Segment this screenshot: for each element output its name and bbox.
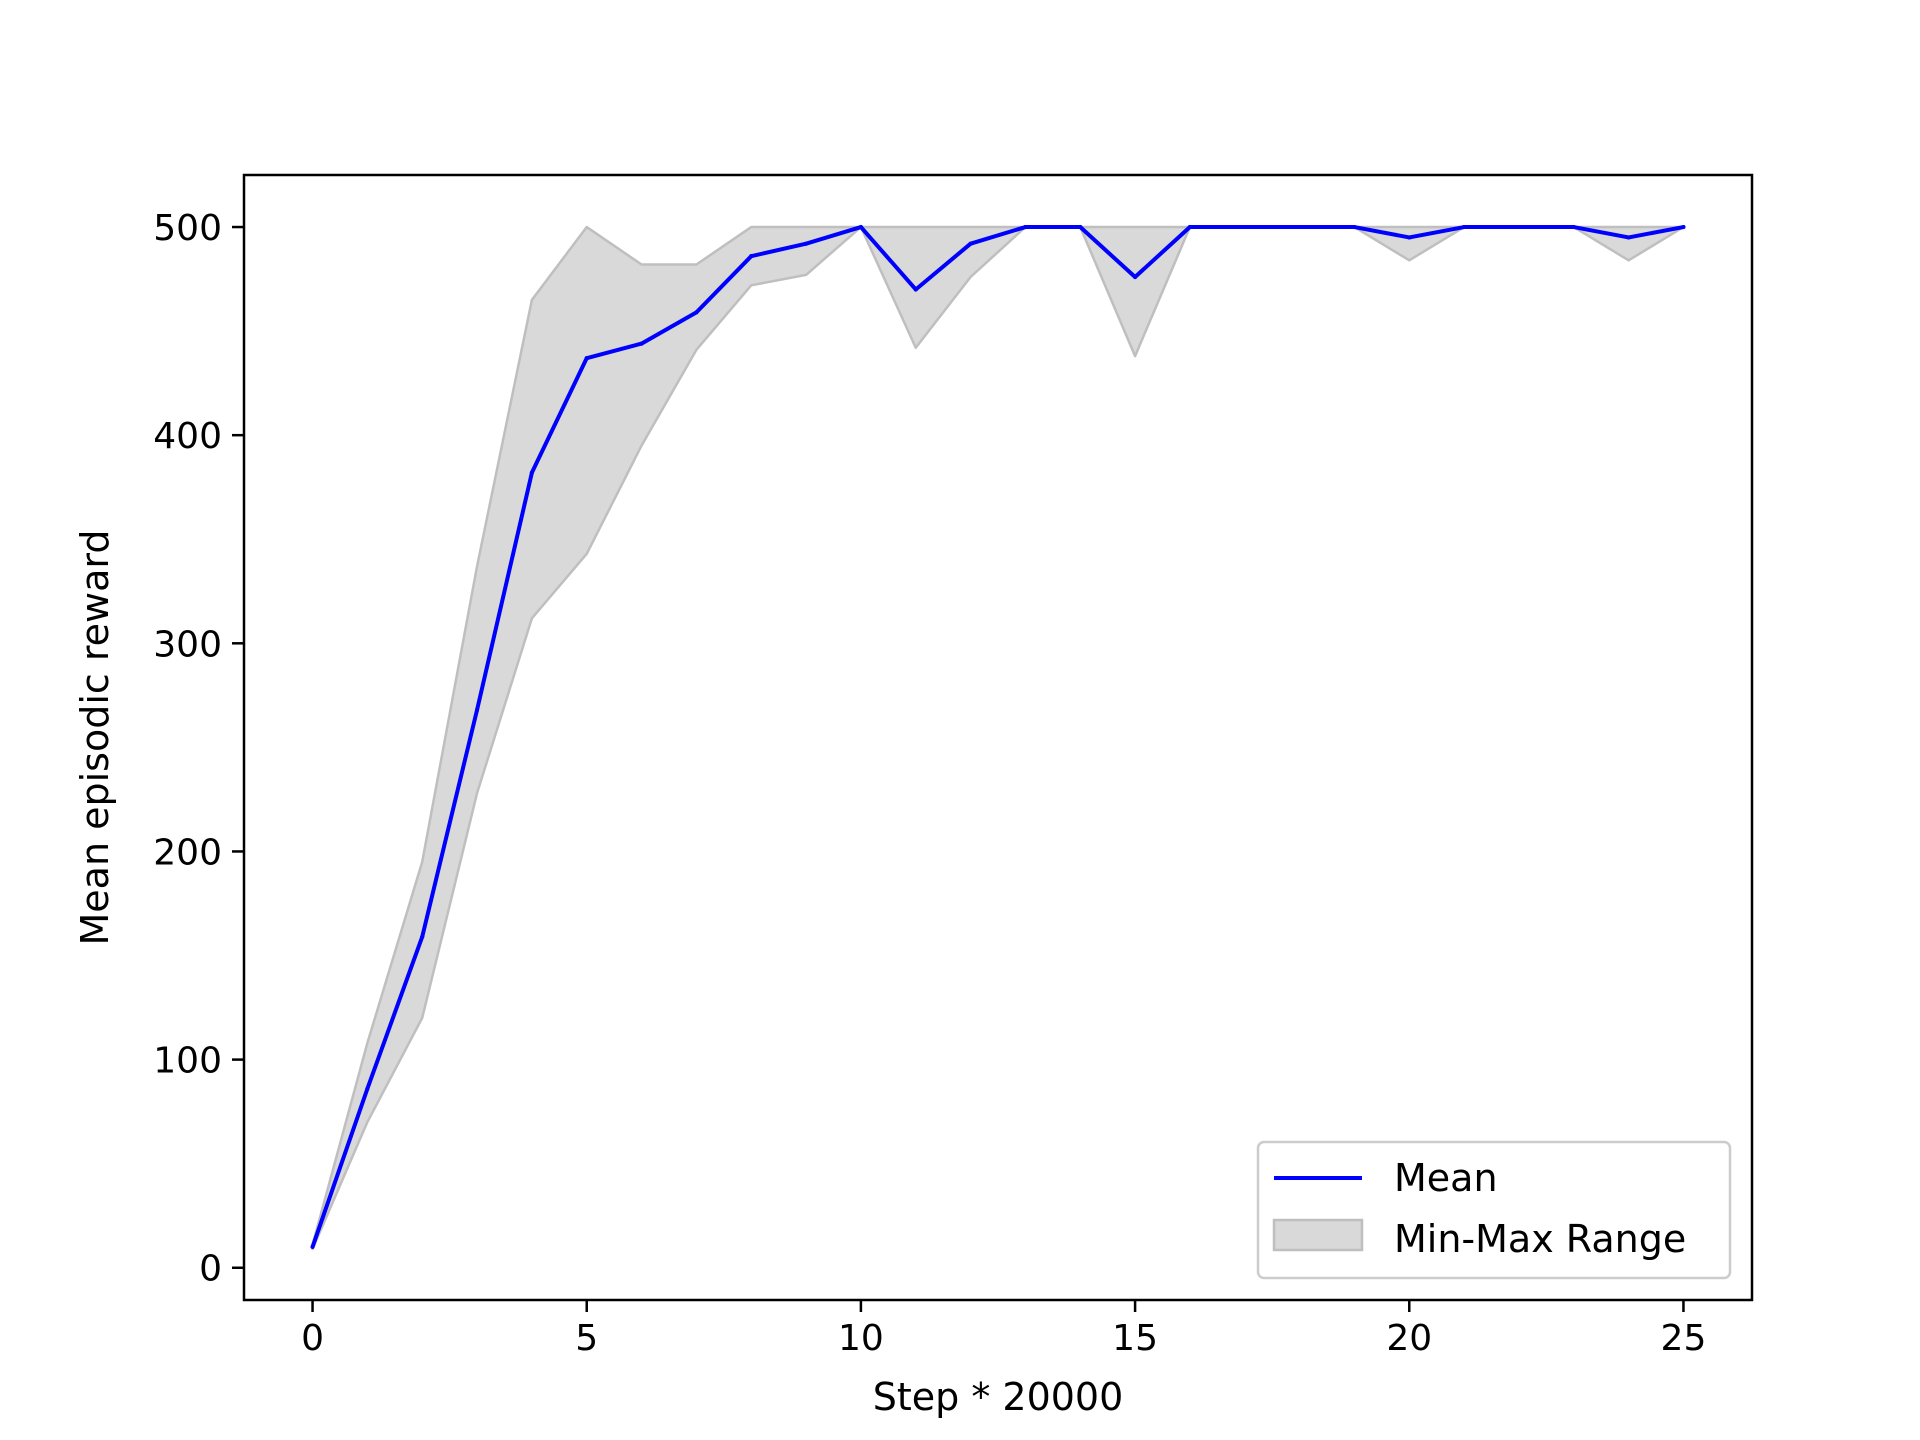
mean-point <box>804 241 809 246</box>
x-tick-label: 25 <box>1661 1318 1707 1359</box>
y-tick-label: 100 <box>153 1041 222 1082</box>
x-tick-label: 10 <box>838 1318 884 1359</box>
mean-line-segment <box>968 225 1028 246</box>
mean-line-segment <box>913 241 973 292</box>
axis-ticks: 0 5 10 15 20 25 0 100 200 300 400 500 <box>153 208 1706 1359</box>
mean-point <box>475 707 480 712</box>
mean-line-segment <box>365 934 425 1091</box>
y-tick-label: 500 <box>153 208 222 249</box>
mean-line-segment <box>1133 225 1192 279</box>
mean-point <box>420 934 425 939</box>
mean-line-segment <box>1352 225 1412 240</box>
mean-point <box>310 1244 315 1249</box>
legend-band-label: Min-Max Range <box>1394 1217 1686 1261</box>
y-tick-label: 200 <box>153 832 222 873</box>
x-axis-title: Step * 20000 <box>873 1375 1124 1419</box>
mean-point <box>1462 225 1467 230</box>
x-tick-label: 15 <box>1112 1318 1158 1359</box>
mean-point <box>529 470 534 475</box>
mean-point <box>1626 235 1631 240</box>
mean-line-segment <box>529 356 589 475</box>
mean-point <box>1187 225 1192 230</box>
mean-line-segment <box>639 310 699 346</box>
y-tick-label: 0 <box>199 1249 222 1290</box>
mean-line-segment <box>804 225 863 246</box>
plot-area <box>310 225 1686 1251</box>
mean-point <box>1516 225 1521 230</box>
mean-point <box>694 310 699 315</box>
mean-point <box>1681 225 1686 230</box>
mean-line-segment <box>310 1086 370 1249</box>
mean-line-segment <box>749 241 809 259</box>
mean-line-segment <box>1078 225 1138 279</box>
x-tick-label: 20 <box>1386 1318 1432 1359</box>
mean-point <box>1023 225 1028 230</box>
mean-line-segment <box>694 254 754 315</box>
mean-point <box>913 287 918 292</box>
y-tick-label: 300 <box>153 624 222 665</box>
mean-point <box>1133 274 1138 279</box>
y-tick-label: 400 <box>153 416 222 457</box>
mean-point <box>749 254 754 259</box>
mean-point <box>1571 225 1576 230</box>
mean-point <box>365 1086 370 1091</box>
mean-point <box>1407 235 1412 240</box>
mean-line-segment <box>1407 225 1467 240</box>
mean-line-segment <box>475 470 534 712</box>
min-max-band <box>311 225 1685 1251</box>
mean-point <box>584 356 589 361</box>
mean-line-segment <box>1571 225 1631 240</box>
legend-box <box>1256 1140 1732 1280</box>
mean-line-segment <box>1626 225 1686 240</box>
mean-point <box>639 341 644 346</box>
y-axis-title: Mean episodic reward <box>73 530 117 946</box>
mean-point <box>1242 225 1247 230</box>
legend: Mean Min-Max Range <box>1256 1140 1732 1280</box>
x-tick-label: 0 <box>301 1318 324 1359</box>
mean-line-segment <box>420 707 480 939</box>
legend-mean-label: Mean <box>1394 1156 1498 1200</box>
mean-point <box>968 241 973 246</box>
axes-frame <box>242 173 1754 1302</box>
mean-point <box>1297 225 1302 230</box>
x-tick-label: 5 <box>575 1318 598 1359</box>
mean-point <box>1352 225 1357 230</box>
mean-line-segment <box>858 225 918 292</box>
mean-point <box>858 225 863 230</box>
mean-point <box>1078 225 1083 230</box>
mean-line-segment <box>584 341 644 361</box>
legend-band-swatch <box>1272 1218 1364 1252</box>
